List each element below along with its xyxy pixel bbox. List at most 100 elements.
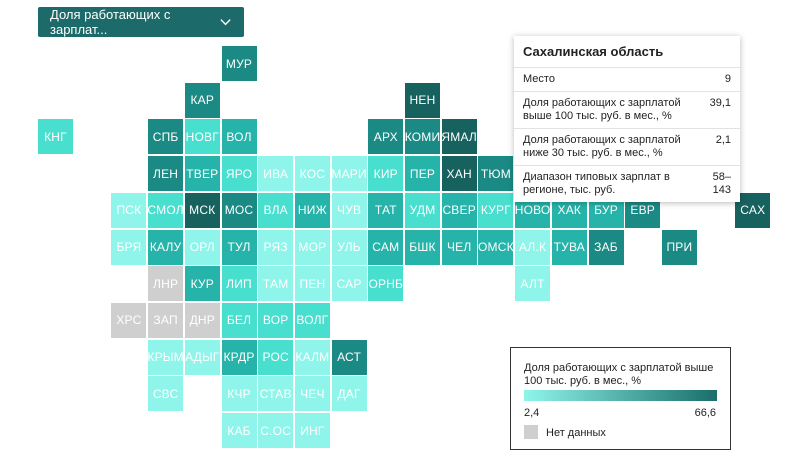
region-tile[interactable]: КАБ <box>221 413 257 448</box>
region-tile[interactable]: ОРНБ <box>368 266 404 302</box>
legend-gradient-bar <box>524 390 717 401</box>
region-tile[interactable]: ТАМ <box>258 266 294 302</box>
region-tile[interactable]: КУРГ <box>478 192 514 228</box>
region-tile[interactable]: МАРИ <box>331 156 367 192</box>
region-tile[interactable]: КАЛМ <box>294 339 330 375</box>
region-tile[interactable]: РОС <box>258 339 294 375</box>
region-tile[interactable]: БРЯ <box>111 229 147 265</box>
region-tile[interactable]: КОМИ <box>405 119 440 155</box>
region-tile[interactable]: ВЛА <box>258 192 294 228</box>
region-tile[interactable]: МОС <box>221 192 257 228</box>
region-tile[interactable]: ЛНР <box>148 266 184 302</box>
region-tile[interactable]: ПРИ <box>661 229 697 265</box>
dropdown-label: Доля работающих с зарплат... <box>50 7 171 37</box>
chevron-down-icon <box>220 19 231 26</box>
region-tile[interactable]: АЛ.К <box>515 229 551 265</box>
tooltip-row-rank: Место 9 <box>514 68 740 92</box>
region-tile[interactable]: СМОЛ <box>147 192 184 228</box>
indicator-dropdown[interactable]: Доля работающих с зарплат... <box>38 7 244 37</box>
region-tile[interactable]: АЛТ <box>515 266 551 302</box>
region-tile[interactable]: НЕН <box>405 82 440 118</box>
region-tile[interactable]: ЛЕН <box>148 156 184 192</box>
region-tile[interactable]: САР <box>331 266 367 302</box>
tooltip-row-value: 2,1 <box>715 134 731 146</box>
region-tile[interactable]: ОМСК <box>478 229 514 265</box>
region-tile[interactable]: ВОР <box>258 302 294 338</box>
region-tile[interactable]: МУР <box>221 46 257 81</box>
no-data-swatch <box>524 425 538 439</box>
region-tile[interactable]: ХАН <box>441 156 477 192</box>
region-tile[interactable]: САМ <box>368 229 404 265</box>
region-tile[interactable]: НОВГ <box>184 119 220 155</box>
region-tile[interactable]: КАЛУ <box>148 229 184 265</box>
region-tile[interactable]: ПСК <box>111 192 147 228</box>
region-tile[interactable]: ЧЕЧ <box>294 376 330 412</box>
region-tile[interactable]: СВЕР <box>441 192 477 228</box>
legend-title: Доля работающих с зарплатой выше 100 тыс… <box>524 362 714 387</box>
region-tile[interactable]: КРДР <box>221 339 257 375</box>
color-legend: Доля работающих с зарплатой выше 100 тыс… <box>510 347 731 450</box>
region-tile[interactable]: АДЫГ <box>184 339 220 375</box>
region-tile[interactable]: ЧЕЛ <box>441 229 477 265</box>
region-tile[interactable]: ТВЕР <box>184 156 220 192</box>
region-tile[interactable]: УЛЬ <box>331 229 367 265</box>
region-tile[interactable]: СТАВ <box>258 376 294 412</box>
region-tile[interactable]: ДАГ <box>331 376 367 412</box>
region-tile[interactable]: БЕЛ <box>221 302 257 338</box>
tooltip-row-label: Доля работающих с зарплатой ниже 30 тыс.… <box>523 134 681 159</box>
region-tile[interactable]: УДМ <box>405 192 440 228</box>
region-tile[interactable]: ТУЛ <box>221 229 257 265</box>
region-tile[interactable]: ХРС <box>111 302 147 338</box>
legend-max-label: 66,6 <box>694 407 716 419</box>
region-tile[interactable]: АРХ <box>368 119 404 155</box>
tooltip-title: Сахалинская область <box>514 36 740 68</box>
tooltip-row-range: Диапазон типовых зарплат в регионе, тыс.… <box>514 166 740 202</box>
legend-min-label: 2,4 <box>524 407 540 419</box>
tooltip-row-value: 9 <box>724 73 731 85</box>
tooltip-row-label: Место <box>523 73 555 85</box>
region-tile[interactable]: СВС <box>148 376 184 412</box>
region-tile[interactable]: ЗАП <box>148 302 184 338</box>
region-tile[interactable]: ИВА <box>258 156 294 192</box>
region-tile[interactable]: ЯРО <box>221 156 257 192</box>
region-tile[interactable]: ИНГ <box>294 413 330 448</box>
tooltip-row-high-share: Доля работающих с зарплатой выше 100 тыс… <box>514 92 740 129</box>
tooltip-row-value: 58–143 <box>712 171 731 196</box>
region-tile[interactable]: КУР <box>184 266 220 302</box>
region-tile[interactable]: НИЖ <box>294 192 330 228</box>
tooltip-row-low-share: Доля работающих с зарплатой ниже 30 тыс.… <box>514 129 740 166</box>
region-tile[interactable]: КАР <box>184 82 220 118</box>
region-tile[interactable]: МОР <box>294 229 330 265</box>
region-tile[interactable]: С.ОС <box>258 413 294 448</box>
region-tile[interactable]: КНГ <box>38 119 73 155</box>
region-tile[interactable]: ТАТ <box>368 192 404 228</box>
region-tile[interactable]: ЗАБ <box>588 229 624 265</box>
region-tile[interactable]: МСК <box>184 192 220 228</box>
region-tile[interactable]: СПБ <box>148 119 184 155</box>
region-tile[interactable]: ЯМАЛ <box>441 119 477 155</box>
region-tooltip: Сахалинская область Место 9 Доля работаю… <box>514 36 740 202</box>
region-tile[interactable]: ДНР <box>184 302 220 338</box>
region-tile[interactable]: ПЕР <box>405 156 440 192</box>
region-tile[interactable]: КИР <box>368 156 404 192</box>
region-tile[interactable]: АСТ <box>331 339 367 375</box>
region-tile[interactable]: ОРЛ <box>184 229 220 265</box>
region-tile[interactable]: САХ <box>735 192 771 228</box>
region-tile[interactable]: ТЮМ <box>478 156 514 192</box>
region-tile[interactable]: РЯЗ <box>258 229 294 265</box>
tooltip-row-value: 39,1 <box>709 97 731 109</box>
tooltip-row-label: Диапазон типовых зарплат в регионе, тыс.… <box>523 171 670 196</box>
region-tile[interactable]: КЧР <box>221 376 257 412</box>
region-tile[interactable]: ВОЛГ <box>294 302 330 338</box>
region-tile[interactable]: ЧУВ <box>331 192 367 228</box>
region-tile[interactable]: ТУВА <box>551 229 587 265</box>
region-tile[interactable]: КРЫМ <box>147 339 184 375</box>
region-tile[interactable]: ПЕН <box>294 266 330 302</box>
no-data-label: Нет данных <box>546 427 606 439</box>
region-tile[interactable]: ЛИП <box>221 266 257 302</box>
region-tile[interactable]: БШК <box>405 229 440 265</box>
region-tile[interactable]: КОС <box>294 156 330 192</box>
region-tile[interactable]: ВОЛ <box>221 119 257 155</box>
tooltip-row-label: Доля работающих с зарплатой выше 100 тыс… <box>523 97 681 122</box>
